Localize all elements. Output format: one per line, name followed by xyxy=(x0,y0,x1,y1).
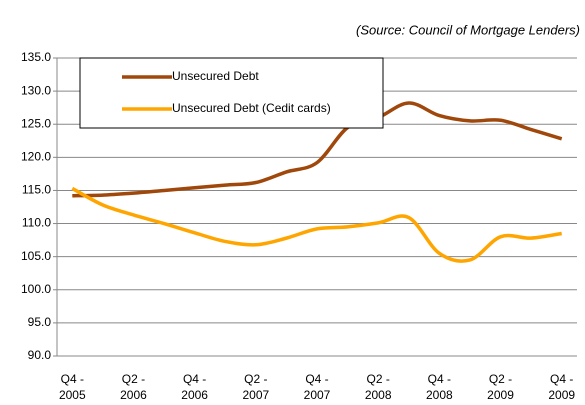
series-line xyxy=(71,186,562,263)
y-tick-label: 115.0 xyxy=(22,183,51,197)
legend-label: Unsecured Debt xyxy=(172,69,259,83)
legend-box xyxy=(79,57,384,129)
x-tick-label-line: 2007 xyxy=(242,388,269,402)
x-tick-label: Q4 - 2005 xyxy=(59,372,86,402)
x-tick-label-line: 2006 xyxy=(120,388,147,402)
x-tick-label-line: Q4 - xyxy=(305,372,328,386)
series-line xyxy=(72,101,563,198)
x-tick-label-line: Q2 - xyxy=(122,372,145,386)
x-tick-label-line: Q2 - xyxy=(367,372,390,386)
x-tick-label-line: Q4 - xyxy=(550,372,573,386)
x-tick-label: Q2 - 2008 xyxy=(365,372,392,402)
x-tick-label-line: 2007 xyxy=(304,388,331,402)
y-tick-label: 125.0 xyxy=(21,116,51,130)
y-tick-label: 100.0 xyxy=(21,282,51,296)
x-tick-label: Q4 - 2008 xyxy=(426,372,453,402)
x-tick-label-line: Q4 - xyxy=(61,372,84,386)
x-tick-label-line: Q4 - xyxy=(183,372,206,386)
x-tick-label-line: Q2 - xyxy=(244,372,267,386)
x-tick-label-line: 2009 xyxy=(548,388,575,402)
x-tick-label: Q4 - 2007 xyxy=(304,372,331,402)
chart-subtitle: (Source: Council of Mortgage Lenders) xyxy=(356,22,580,37)
legend-label: Unsecured Debt (Cedit cards) xyxy=(172,101,331,115)
x-tick-label: Q4 - 2006 xyxy=(181,372,208,402)
x-tick-label: Q2 - 2006 xyxy=(120,372,147,402)
x-tick-label: Q2 - 2007 xyxy=(242,372,269,402)
x-tick-label: Q4 - 2009 xyxy=(548,372,575,402)
y-tick-label: 105.0 xyxy=(21,249,51,263)
y-tick-label: 120.0 xyxy=(21,150,51,164)
y-tick-label: 110.0 xyxy=(22,216,51,230)
x-tick-label: Q2 - 2009 xyxy=(487,372,514,402)
x-tick-label-line: 2005 xyxy=(59,388,86,402)
y-tick-label: 95.0 xyxy=(28,315,52,329)
x-tick-label-line: Q2 - xyxy=(489,372,512,386)
x-tick-label-line: 2008 xyxy=(426,388,453,402)
y-tick-label: 130.0 xyxy=(21,83,51,97)
y-tick-label: 90.0 xyxy=(28,348,52,362)
x-tick-label-line: Q4 - xyxy=(428,372,451,386)
y-tick-label: 135.0 xyxy=(21,50,51,64)
x-tick-label-line: 2006 xyxy=(181,388,208,402)
x-tick-label-line: 2009 xyxy=(487,388,514,402)
x-tick-label-line: 2008 xyxy=(365,388,392,402)
